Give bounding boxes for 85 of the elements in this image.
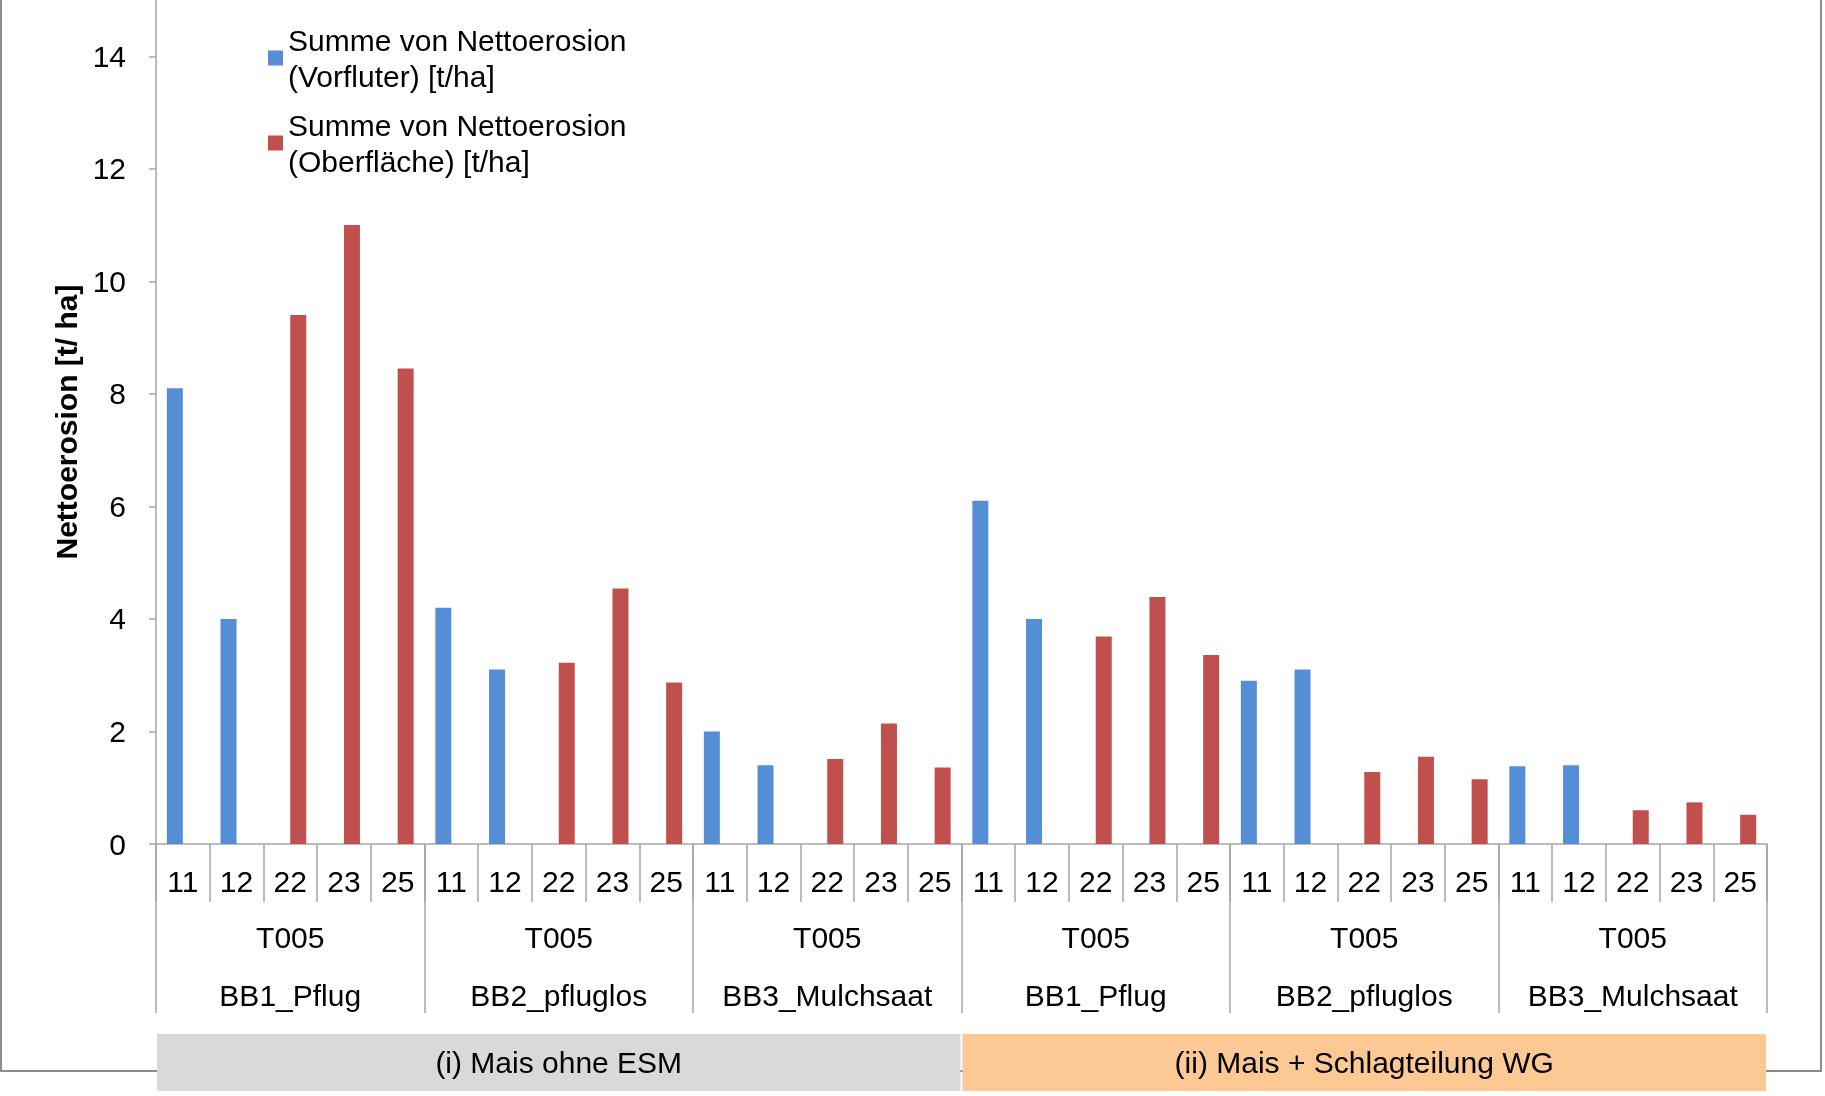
x-tick-label: 12 [1025,864,1059,898]
x-tick-label: 25 [1723,864,1757,898]
text: BB3_Mulchsaat [1527,978,1739,1012]
bar [1632,810,1649,844]
bar [827,759,844,844]
text: T005 [256,920,325,954]
bar [972,500,989,844]
bar [1740,814,1757,844]
x-tick-label: 22 [273,864,307,898]
bar [1417,756,1434,844]
bar [489,669,506,844]
x-tick-label: 11 [435,864,467,898]
bar [1686,802,1703,844]
x-tick-label: 12 [219,864,254,898]
bar [703,731,720,844]
text: BB3_Mulchsaat [722,978,933,1012]
x-tick-label: 11 [167,864,199,898]
x-tick-label: 23 [595,864,630,898]
bar [1294,669,1311,844]
bar [666,682,683,844]
x-tick-label: 25 [380,864,415,898]
legend-label: Summe von Nettoerosion (Vorfluter) [t/ha] [288,23,635,93]
x-tick-label: 22 [1079,864,1113,898]
bar [757,765,774,844]
text: BB2_pfluglos [470,978,648,1012]
y-tick-label: 4 [109,602,126,636]
bar [1026,618,1043,844]
text: T005 [524,920,593,954]
bar [397,368,414,844]
bar [1095,636,1112,844]
bar [1240,680,1257,844]
bar [880,723,897,844]
x-tick-label: 25 [917,864,952,898]
y-tick-label: 2 [109,714,126,748]
bar [220,618,237,844]
x-tick-label: 23 [1132,864,1167,898]
text: BB1_Pflug [1024,978,1167,1012]
x-tick-label: 12 [1293,864,1328,898]
bar [166,388,183,844]
x-tick-label: 23 [327,864,361,898]
bar [435,607,452,844]
x-tick-label: 11 [704,864,736,898]
text: T005 [1061,920,1130,954]
text: T005 [1330,920,1399,954]
x-tick-label: 25 [1186,864,1220,898]
x-tick-label: 12 [756,864,791,898]
bar [1509,766,1526,844]
x-tick-label: 12 [488,864,522,898]
text: (i) Mais ohne ESM [435,1046,683,1079]
x-tick-label: 22 [1616,864,1650,898]
bar [1364,771,1381,844]
x-tick-label: 23 [1669,864,1704,898]
x-tick-label: 22 [1347,864,1381,898]
text: BB2_pfluglos [1275,978,1453,1012]
bar [1149,596,1166,844]
bar [1471,779,1488,844]
x-tick-label: 11 [1241,864,1273,898]
text: T005 [1598,920,1667,954]
y-tick-label: 0 [109,827,126,861]
bar [612,588,629,844]
bar [290,315,307,844]
y-tick-label: 14 [92,39,126,73]
x-tick-label: 12 [1562,864,1596,898]
x-tick-label: 11 [1509,864,1541,898]
x-tick-label: 25 [1454,864,1489,898]
bar [1563,765,1580,844]
x-tick-label: 22 [810,864,844,898]
y-tick-label: 8 [109,377,126,411]
y-axis-title: Nettoerosion [t/ ha] [49,284,83,560]
bar [343,225,360,844]
text: T005 [793,920,862,954]
x-tick-label: 23 [864,864,898,898]
x-tick-label: 11 [972,864,1004,898]
bar [558,662,575,844]
y-tick-label: 6 [109,489,126,523]
bar [1203,654,1220,844]
x-tick-label: 23 [1401,864,1435,898]
y-tick-label: 12 [92,152,126,186]
bar [934,767,951,844]
x-tick-label: 25 [649,864,683,898]
x-tick-label: 22 [542,864,576,898]
legend-label: Summe von Nettoerosion (Oberfläche) [t/ha] [288,108,635,178]
text: (ii) Mais + Schlagteilung WG [1174,1046,1554,1079]
y-tick-label: 10 [92,264,126,298]
text: BB1_Pflug [219,978,362,1012]
